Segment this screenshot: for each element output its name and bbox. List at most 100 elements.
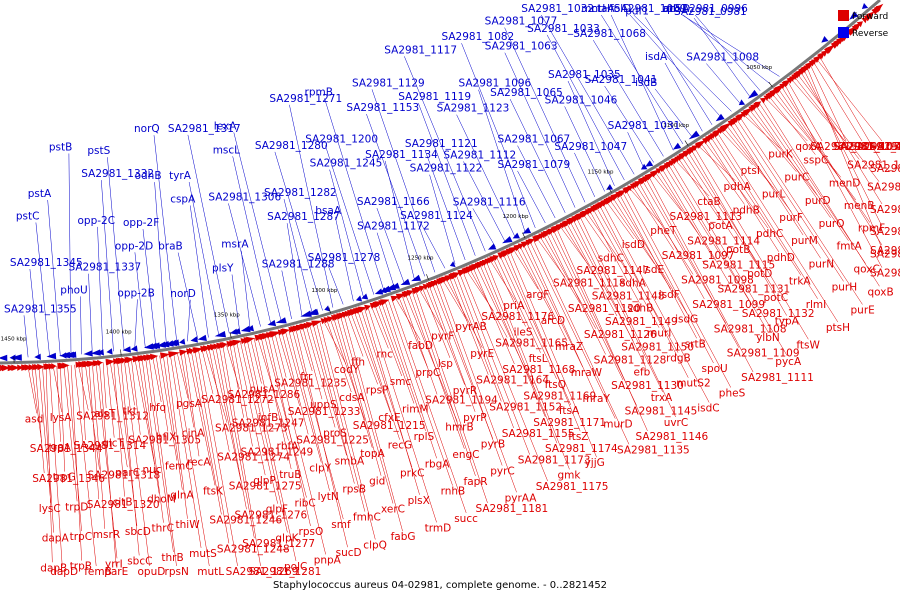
forward-gene-label[interactable]: pnpA	[314, 554, 342, 566]
forward-gene-label[interactable]: yjjG	[585, 457, 605, 469]
forward-gene-label[interactable]: purC	[784, 172, 809, 184]
forward-gene-label[interactable]: parE	[104, 566, 128, 578]
forward-gene-label[interactable]: SA2981_1273	[215, 423, 288, 435]
forward-gene-label[interactable]: nusA	[250, 384, 277, 396]
forward-gene-label[interactable]: cinA	[182, 427, 205, 439]
forward-gene-label[interactable]: qoxB	[868, 286, 894, 298]
forward-gene-label[interactable]: isdC	[697, 403, 719, 415]
forward-gene-label[interactable]: glpP	[253, 475, 276, 487]
forward-gene-label[interactable]: ptsH	[826, 322, 850, 334]
forward-gene-label[interactable]: SA2981_1176	[481, 311, 554, 323]
forward-gene-label[interactable]: prpC	[415, 367, 440, 379]
forward-gene-label[interactable]: SA2981_1064	[867, 182, 900, 194]
reverse-gene-label[interactable]: SA2981_1032	[521, 3, 594, 15]
forward-gene-label[interactable]: mraY	[583, 393, 611, 405]
forward-gene-label[interactable]: SA2981_1174	[545, 443, 618, 455]
forward-gene-label[interactable]: ctaB	[697, 196, 721, 208]
forward-gene-label[interactable]: rplS	[414, 431, 435, 443]
forward-gene-label[interactable]: pycA	[775, 356, 802, 368]
forward-gene-label[interactable]: rbfA	[277, 441, 300, 453]
reverse-gene-label[interactable]: SA2981_1306	[208, 191, 281, 203]
forward-gene-label[interactable]: sdhC	[598, 252, 624, 264]
forward-gene-label[interactable]: SA2981_1146	[636, 431, 709, 443]
reverse-gene-label[interactable]: pstA	[28, 188, 52, 200]
forward-gene-label[interactable]: msrR	[93, 529, 120, 541]
forward-gene-label[interactable]: SA2981_1060	[847, 159, 900, 171]
forward-gene-label[interactable]: isdF	[659, 289, 680, 301]
reverse-gene-label[interactable]: SA2981_1317	[168, 123, 241, 135]
forward-gene-label[interactable]: pyrB	[481, 439, 505, 451]
reverse-gene-label[interactable]: braB	[158, 241, 183, 253]
forward-gene-label[interactable]: sbcC	[127, 555, 152, 567]
forward-gene-label[interactable]: cdsA	[339, 392, 365, 404]
reverse-gene-label[interactable]: SA2981_1345	[10, 257, 83, 269]
forward-gene-label[interactable]: prkC	[400, 467, 424, 479]
reverse-gene-label[interactable]: folD	[610, 3, 631, 15]
forward-gene-label[interactable]: qoxC	[854, 264, 880, 276]
forward-gene-label[interactable]: SA2981_1320	[87, 499, 160, 511]
forward-gene-label[interactable]: rlmI	[806, 299, 827, 311]
forward-gene-label[interactable]: SA2981_1276	[235, 509, 308, 521]
reverse-gene-label[interactable]: opp-2F	[123, 217, 159, 229]
forward-gene-label[interactable]: femC	[165, 461, 193, 473]
forward-gene-label[interactable]: SA2981_1126	[584, 329, 657, 341]
forward-gene-label[interactable]: pyrP	[463, 412, 487, 424]
forward-gene-label[interactable]: ylbN	[756, 332, 780, 344]
forward-gene-label[interactable]: SA2981_1098	[681, 274, 754, 286]
forward-gene-label[interactable]: nuc	[143, 464, 162, 476]
reverse-gene-label[interactable]: SA2981_1124	[400, 210, 473, 222]
forward-gene-label[interactable]: tkt	[123, 405, 137, 417]
forward-gene-label[interactable]: SA2981_1346	[32, 473, 105, 485]
forward-gene-label[interactable]: thrC	[152, 523, 174, 535]
reverse-gene-label[interactable]: SA2981_1031	[608, 120, 681, 132]
forward-gene-label[interactable]: truB	[279, 469, 301, 481]
forward-gene-label[interactable]: ftsK	[203, 485, 224, 497]
reverse-gene-label[interactable]: lexA	[214, 120, 237, 132]
forward-gene-label[interactable]: arcD	[541, 315, 565, 327]
forward-gene-label[interactable]: SA2981_1233	[288, 406, 361, 418]
forward-gene-label[interactable]: SA2981_1171	[533, 417, 606, 429]
forward-gene-label[interactable]: pheS	[719, 388, 746, 400]
forward-gene-label[interactable]: dhoM	[147, 493, 176, 505]
forward-gene-label[interactable]: trkA	[789, 275, 812, 287]
reverse-gene-label[interactable]: SA2981_1065	[490, 87, 563, 99]
reverse-gene-label[interactable]: pstS	[87, 145, 110, 157]
forward-gene-label[interactable]: SA2981_1054	[833, 141, 900, 153]
forward-gene-label[interactable]: sspC	[803, 155, 828, 167]
forward-gene-label[interactable]: pgsA	[176, 398, 203, 410]
forward-gene-label[interactable]: glnA	[170, 490, 194, 502]
forward-gene-label[interactable]: SA2981_1281	[249, 566, 322, 578]
forward-gene-label[interactable]: SA2981_1130	[611, 380, 684, 392]
forward-gene-label[interactable]: ftsQ	[545, 379, 566, 391]
forward-gene-label[interactable]: purE	[851, 305, 875, 317]
forward-gene-label[interactable]: SA2981_1272	[201, 394, 274, 406]
forward-gene-label[interactable]: SA2981_1076	[834, 141, 900, 153]
forward-gene-label[interactable]: gmk	[558, 469, 582, 481]
reverse-gene-label[interactable]: SA2981_1280	[255, 140, 328, 152]
forward-gene-label[interactable]: ileS	[514, 327, 533, 339]
forward-gene-label[interactable]: hflX	[156, 431, 176, 443]
forward-gene-label[interactable]: rpsO	[299, 526, 324, 538]
forward-gene-label[interactable]: SA2981_1149	[605, 316, 678, 328]
reverse-gene-label[interactable]: norQ	[134, 123, 160, 135]
forward-gene-label[interactable]: pdhA	[724, 181, 752, 193]
forward-gene-label[interactable]: priA	[503, 300, 525, 312]
forward-gene-label[interactable]: SA2981_1074	[870, 226, 900, 238]
reverse-gene-label[interactable]: phoU	[60, 284, 87, 296]
forward-gene-label[interactable]: SA2981_1097	[662, 250, 735, 262]
forward-gene-label[interactable]: isdD	[622, 239, 645, 251]
forward-gene-label[interactable]: potD	[747, 268, 772, 280]
forward-gene-label[interactable]: plsX	[408, 495, 430, 507]
forward-gene-label[interactable]: SA2981_1120	[568, 303, 641, 315]
reverse-gene-label[interactable]: SA2981_1046	[545, 94, 618, 106]
forward-gene-label[interactable]: femB	[84, 566, 112, 578]
forward-gene-label[interactable]: uppS	[310, 399, 337, 411]
forward-gene-label[interactable]: SA2981_1168	[502, 364, 575, 376]
forward-gene-label[interactable]: rpsP	[366, 384, 389, 396]
reverse-gene-label[interactable]: SA2981_0981	[674, 6, 747, 18]
reverse-gene-label[interactable]: SA2981_1337	[69, 262, 142, 274]
forward-gene-label[interactable]: SA2981_1169	[523, 390, 596, 402]
forward-gene-label[interactable]: SA2981_1165	[495, 338, 568, 350]
forward-gene-label[interactable]: SA2981_1109	[727, 348, 800, 360]
forward-gene-label[interactable]: murI	[647, 328, 671, 340]
